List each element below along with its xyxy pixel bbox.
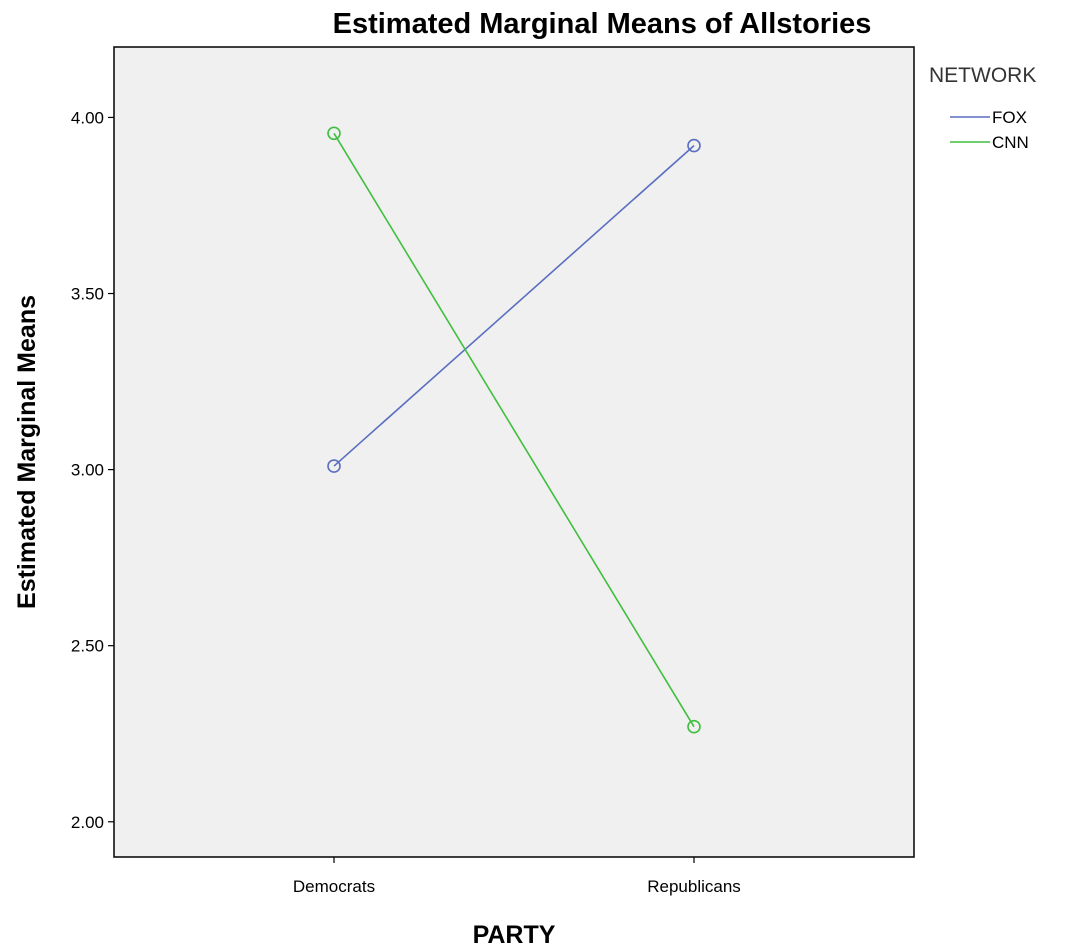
x-axis-label: PARTY: [473, 921, 556, 949]
x-tick-label: Republicans: [647, 877, 741, 896]
legend-entries: FOX CNN: [950, 108, 1029, 152]
data-point-fox-democrats: [327, 459, 341, 473]
legend-label-fox: FOX: [992, 108, 1027, 127]
legend-title: NETWORK: [929, 64, 1036, 87]
plot-area: [113, 46, 915, 858]
y-tick-label: 2.50: [71, 637, 104, 656]
data-point-fox-republicans: [687, 138, 701, 153]
series-line-fox: [333, 145, 695, 467]
chart-title: Estimated Marginal Means of Allstories: [333, 8, 872, 40]
series-line-cnn: [333, 132, 695, 728]
y-axis-label: Estimated Marginal Means: [13, 295, 41, 609]
x-tick-label: Democrats: [293, 877, 375, 896]
y-axis-ticks: 2.00 2.50 3.00 3.50 4.00: [71, 108, 114, 832]
y-tick-label: 2.00: [71, 813, 104, 832]
x-axis-ticks: Democrats Republicans: [293, 857, 741, 896]
data-point-cnn-democrats: [327, 126, 341, 141]
y-tick-label: 4.00: [71, 108, 104, 127]
legend: NETWORK FOX CNN: [929, 64, 1036, 152]
legend-label-cnn: CNN: [992, 133, 1029, 152]
data-point-cnn-republicans: [687, 719, 701, 734]
y-tick-label: 3.00: [71, 461, 104, 480]
series-layer: [327, 126, 701, 734]
y-tick-label: 3.50: [71, 285, 104, 304]
